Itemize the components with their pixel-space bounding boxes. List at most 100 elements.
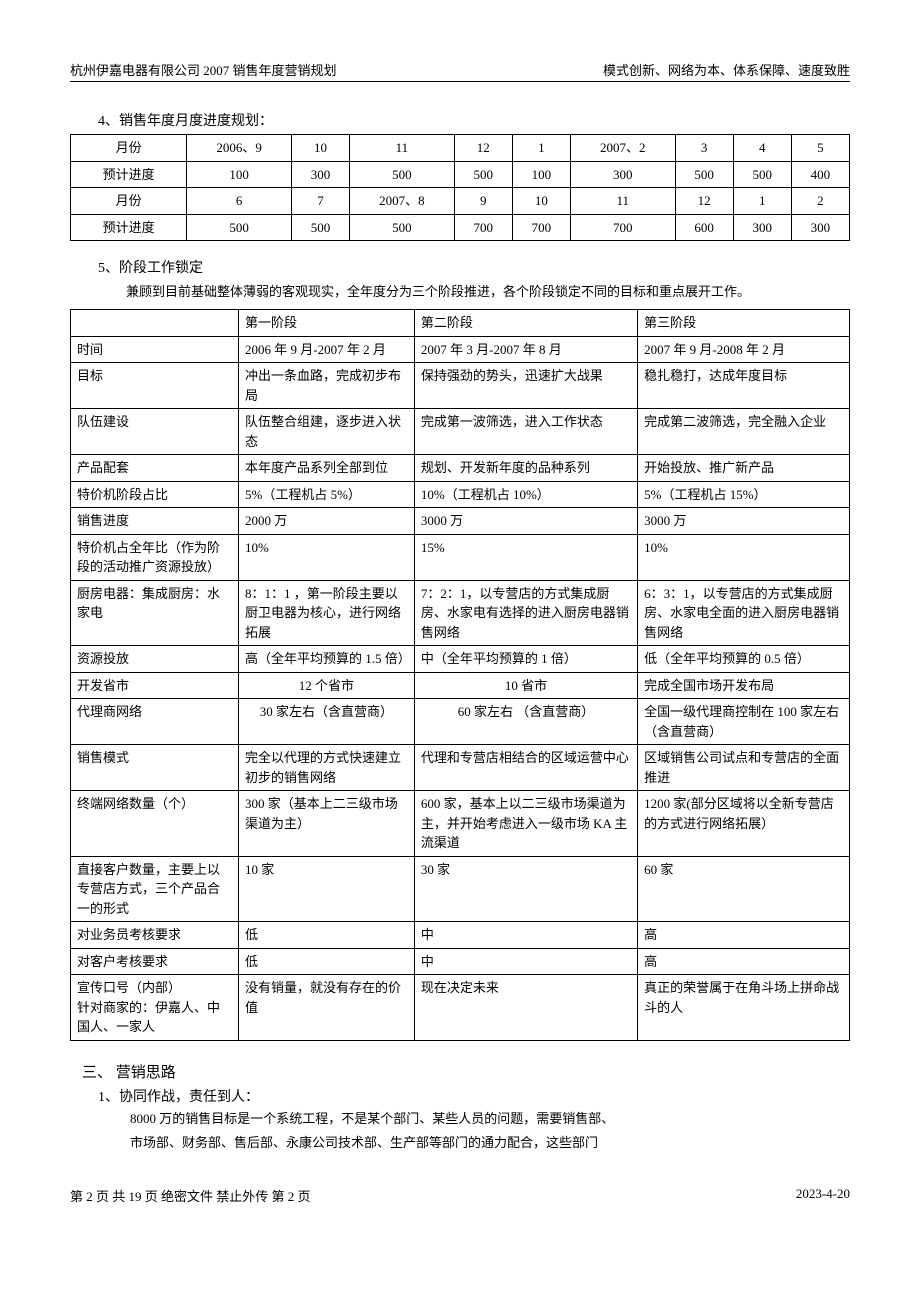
table-cell: 3000 万 (414, 508, 637, 535)
table-cell: 终端网络数量（个） (71, 791, 239, 857)
table-cell: 60 家 (638, 856, 850, 922)
table-cell: 高 (638, 948, 850, 975)
table-cell: 600 (675, 214, 733, 241)
table-cell: 预计进度 (71, 161, 187, 188)
table-cell: 10 (512, 188, 570, 215)
table-cell: 300 家（基本上二三级市场渠道为主） (239, 791, 415, 857)
table-cell: 12 (675, 188, 733, 215)
table-cell: 1200 家(部分区域将以全新专营店的方式进行网络拓展） (638, 791, 850, 857)
table-cell: 2007、8 (350, 188, 455, 215)
section5-title: 5、阶段工作锁定 (98, 257, 850, 277)
table-row: 时间2006 年 9 月-2007 年 2 月2007 年 3 月-2007 年… (71, 336, 850, 363)
table-cell: 1 (733, 188, 791, 215)
header-left: 杭州伊嘉电器有限公司 2007 销售年度营销规划 (70, 60, 337, 79)
page-header: 杭州伊嘉电器有限公司 2007 销售年度营销规划 模式创新、网络为本、体系保障、… (70, 60, 850, 82)
table-cell: 中（全年平均预算的 1 倍） (414, 646, 637, 673)
table-cell: 12 个省市 (239, 672, 415, 699)
table-cell: 10 家 (239, 856, 415, 922)
table-row: 销售进度2000 万3000 万3000 万 (71, 508, 850, 535)
phase-table: 第一阶段第二阶段第三阶段时间2006 年 9 月-2007 年 2 月2007 … (70, 309, 850, 1041)
table-row: 月份2006、910111212007、2345 (71, 135, 850, 162)
monthly-progress-table: 月份2006、910111212007、2345预计进度100300500500… (70, 134, 850, 241)
table-cell: 开发省市 (71, 672, 239, 699)
table-cell: 队伍整合组建，逐步进入状态 (239, 409, 415, 455)
table-cell: 冲出一条血路，完成初步布局 (239, 363, 415, 409)
table-cell: 产品配套 (71, 455, 239, 482)
table-cell: 对客户考核要求 (71, 948, 239, 975)
table-cell: 10% (239, 534, 415, 580)
table-cell: 区域销售公司试点和专营店的全面推进 (638, 745, 850, 791)
table-cell: 特价机阶段占比 (71, 481, 239, 508)
table-cell: 现在决定未来 (414, 975, 637, 1041)
table-cell: 5 (791, 135, 849, 162)
table-cell: 600 家，基本上以二三级市场渠道为主，并开始考虑进入一级市场 KA 主流渠道 (414, 791, 637, 857)
table-cell: 完成全国市场开发布局 (638, 672, 850, 699)
table-row: 资源投放高（全年平均预算的 1.5 倍）中（全年平均预算的 1 倍）低（全年平均… (71, 646, 850, 673)
table-cell: 9 (454, 188, 512, 215)
table-cell: 本年度产品系列全部到位 (239, 455, 415, 482)
table-row: 预计进度100300500500100300500500400 (71, 161, 850, 188)
table-cell: 开始投放、推广新产品 (638, 455, 850, 482)
table-row: 对客户考核要求低中高 (71, 948, 850, 975)
table-cell: 完成第二波筛选，完全融入企业 (638, 409, 850, 455)
table-cell: 低 (239, 948, 415, 975)
table-row: 目标冲出一条血路，完成初步布局保持强劲的势头，迅速扩大战果稳扎稳打，达成年度目标 (71, 363, 850, 409)
table-cell: 3000 万 (638, 508, 850, 535)
table-cell: 2000 万 (239, 508, 415, 535)
table-cell: 销售模式 (71, 745, 239, 791)
header-right: 模式创新、网络为本、体系保障、速度致胜 (603, 60, 850, 79)
table-cell: 2 (791, 188, 849, 215)
page-footer: 第 2 页 共 19 页 绝密文件 禁止外传 第 2 页 2023-4-20 (70, 1186, 850, 1205)
table-cell: 7：2：1，以专营店的方式集成厨房、水家电有选择的进入厨房电器销售网络 (414, 580, 637, 646)
table-cell: 100 (512, 161, 570, 188)
table-cell: 12 (454, 135, 512, 162)
table-cell: 11 (350, 135, 455, 162)
section5-intro: 兼顾到目前基础整体薄弱的客观现实，全年度分为三个阶段推进，各个阶段锁定不同的目标… (126, 281, 850, 303)
table-cell: 300 (791, 214, 849, 241)
table-cell: 厨房电器：集成厨房：水家电 (71, 580, 239, 646)
table-cell: 代理商网络 (71, 699, 239, 745)
table-cell: 60 家左右 （含直营商） (414, 699, 637, 745)
table-cell: 400 (791, 161, 849, 188)
table-cell: 10% (638, 534, 850, 580)
table-cell: 3 (675, 135, 733, 162)
table-cell: 中 (414, 948, 637, 975)
table-cell: 1 (512, 135, 570, 162)
table-cell: 2006 年 9 月-2007 年 2 月 (239, 336, 415, 363)
table-cell: 月份 (71, 188, 187, 215)
table-cell: 代理和专营店相结合的区域运营中心 (414, 745, 637, 791)
section-san-title: 三、 营销思路 (82, 1061, 850, 1082)
table-row: 特价机占全年比（作为阶段的活动推广资源投放）10%15%10% (71, 534, 850, 580)
table-cell: 15% (414, 534, 637, 580)
table-cell: 时间 (71, 336, 239, 363)
table-row: 特价机阶段占比5%（工程机占 5%）10%（工程机占 10%）5%（工程机占 1… (71, 481, 850, 508)
table-cell: 队伍建设 (71, 409, 239, 455)
table-cell: 30 家左右（含直营商） (239, 699, 415, 745)
table-cell: 2007、2 (570, 135, 675, 162)
table-cell: 资源投放 (71, 646, 239, 673)
table-cell: 7 (291, 188, 349, 215)
table-cell: 销售进度 (71, 508, 239, 535)
table-cell: 500 (187, 214, 292, 241)
table-cell: 500 (291, 214, 349, 241)
table-cell: 300 (733, 214, 791, 241)
table-cell: 500 (733, 161, 791, 188)
table-cell: 100 (187, 161, 292, 188)
table-cell: 高 (638, 922, 850, 949)
table-cell: 宣传口号（内部） 针对商家的：伊嘉人、中国人、一家人 (71, 975, 239, 1041)
table-cell: 2007 年 9 月-2008 年 2 月 (638, 336, 850, 363)
table-cell: 700 (454, 214, 512, 241)
table-cell: 500 (350, 161, 455, 188)
table-cell: 10 (291, 135, 349, 162)
table-header-cell (71, 310, 239, 337)
table-cell: 高（全年平均预算的 1.5 倍） (239, 646, 415, 673)
sub1-body-line2: 市场部、财务部、售后部、永康公司技术部、生产部等部门的通力配合，这些部门 (130, 1132, 850, 1154)
table-row: 产品配套本年度产品系列全部到位规划、开发新年度的品种系列开始投放、推广新产品 (71, 455, 850, 482)
table-row: 队伍建设队伍整合组建，逐步进入状态完成第一波筛选，进入工作状态完成第二波筛选，完… (71, 409, 850, 455)
table-cell: 规划、开发新年度的品种系列 (414, 455, 637, 482)
table-cell: 11 (570, 188, 675, 215)
table-cell: 保持强劲的势头，迅速扩大战果 (414, 363, 637, 409)
footer-right: 2023-4-20 (796, 1186, 850, 1205)
table-row: 第一阶段第二阶段第三阶段 (71, 310, 850, 337)
table-header-cell: 第一阶段 (239, 310, 415, 337)
